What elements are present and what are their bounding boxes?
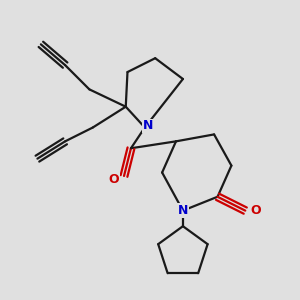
Text: O: O [108, 173, 119, 186]
Text: N: N [143, 119, 154, 132]
Text: N: N [178, 204, 188, 217]
Text: O: O [250, 204, 261, 217]
